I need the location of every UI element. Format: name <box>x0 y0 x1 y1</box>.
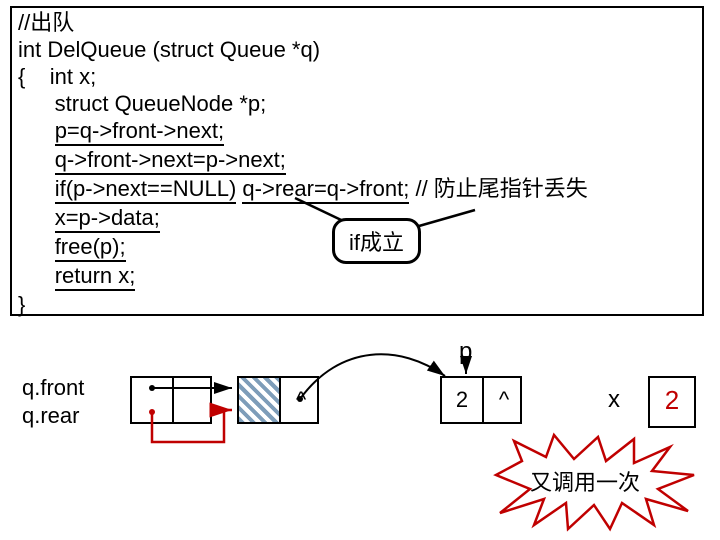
code-line-10: return x; <box>18 262 696 291</box>
diagram-arrows: 又调用一次 <box>0 326 720 540</box>
deleted-next-cell: ^ <box>279 378 321 422</box>
p-next-cell: ^ <box>482 378 524 422</box>
code-line-3: { int x; <box>18 63 696 90</box>
code-line-6: q->front->next=p->next; <box>18 146 696 175</box>
burst-text-svg: 又调用一次 <box>530 470 640 495</box>
code-line-1: //出队 <box>18 9 696 36</box>
code-line-2: int DelQueue (struct Queue *q) <box>18 36 696 63</box>
queue-diagram: q.front q.rear ^ 2 ^ p x 2 <box>0 326 720 540</box>
x-value-box: 2 <box>648 376 696 428</box>
callout-text: if成立 <box>349 230 404 255</box>
x-var-label: x <box>608 386 620 414</box>
queue-node-deleted: ^ <box>237 376 319 424</box>
queue-node-p: 2 ^ <box>440 376 522 424</box>
deleted-data-cell <box>239 378 279 422</box>
queue-labels: q.front q.rear <box>22 374 84 430</box>
label-front: q.front <box>22 374 84 402</box>
starburst <box>496 435 694 529</box>
label-rear: q.rear <box>22 402 84 430</box>
x-value: 2 <box>665 385 679 415</box>
code-box: //出队 int DelQueue (struct Queue *q) { in… <box>10 6 704 316</box>
queue-head-node <box>130 376 212 424</box>
code-line-11: } <box>18 291 696 318</box>
p-pointer-label: p <box>459 338 472 366</box>
p-data-cell: 2 <box>442 378 482 422</box>
callout-if: if成立 <box>332 218 421 264</box>
code-line-7: if(p->next==NULL) q->rear=q->front; // 防… <box>18 175 696 204</box>
code-line-5: p=q->front->next; <box>18 117 696 146</box>
code-line-4: struct QueueNode *p; <box>18 90 696 117</box>
